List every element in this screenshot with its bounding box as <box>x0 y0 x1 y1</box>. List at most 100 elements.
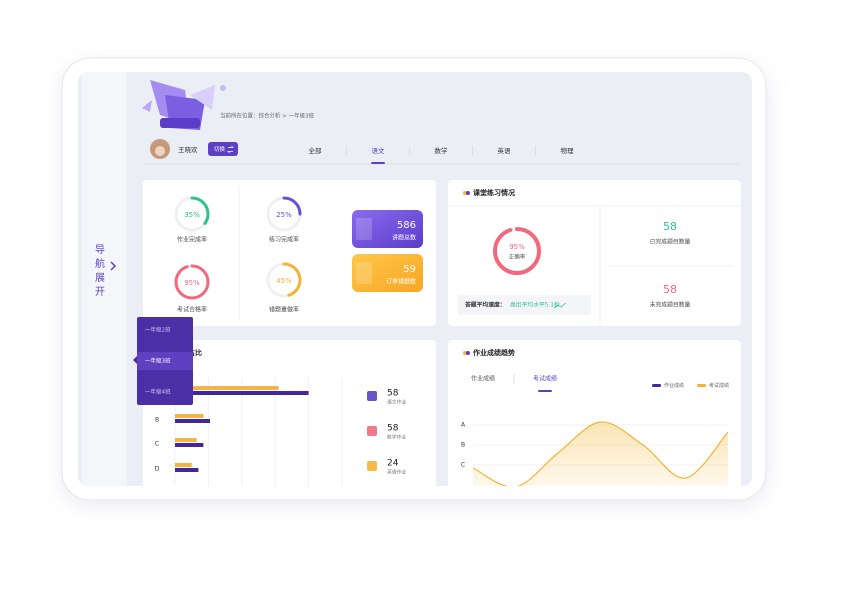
nav-label[interactable]: 导 <box>95 244 105 256</box>
speed-box <box>458 295 591 315</box>
tab-underline <box>371 162 385 164</box>
nav-label[interactable]: 展 <box>95 272 105 284</box>
nav-bar[interactable] <box>82 72 127 486</box>
bar <box>175 391 309 395</box>
legend-swatch <box>652 384 661 387</box>
summary-label: 数学作业 <box>387 434 406 441</box>
summary-value: 58 <box>387 424 399 434</box>
nav-label[interactable]: 开 <box>95 287 105 298</box>
menu-item[interactable]: 一年级3班 <box>145 357 171 365</box>
bar <box>175 414 204 418</box>
card-decor <box>356 262 372 284</box>
avatar-face <box>155 146 165 156</box>
card-label: 订单错题数 <box>386 278 416 286</box>
bar <box>175 386 279 390</box>
ring-arc <box>174 264 210 300</box>
tab[interactable]: 语文 <box>372 146 386 155</box>
bar <box>175 468 199 472</box>
ring-label: 练习完成率 <box>269 236 299 244</box>
ring-value: 45% <box>276 277 292 285</box>
stat-value: 58 <box>663 283 677 296</box>
bar <box>175 463 192 467</box>
title-dot <box>466 351 470 355</box>
ring-arc <box>266 262 302 298</box>
ring-value: 35% <box>184 211 200 219</box>
menu-highlight[interactable] <box>137 352 193 370</box>
y-tick-label: B <box>155 417 159 424</box>
menu-pointer <box>133 356 137 364</box>
tab[interactable]: 全部 <box>309 146 323 155</box>
ring-arc <box>493 227 541 275</box>
stat-value: 58 <box>663 220 677 233</box>
panel-title: 课堂练习情况 <box>473 188 515 197</box>
trend-arrow <box>553 302 567 309</box>
ratio-panel <box>143 340 436 486</box>
chart-tab[interactable]: 考试成绩 <box>533 375 557 383</box>
speed-label: 答题平均速度： <box>465 301 506 309</box>
summary-icon <box>367 461 377 471</box>
ring-value: 95% <box>184 279 200 287</box>
card-value: 586 <box>397 220 416 231</box>
y-tick-label: C <box>461 462 465 469</box>
y-tick-label: D <box>155 466 160 473</box>
tab[interactable]: 数学 <box>435 146 449 155</box>
legend-label: 作业成绩 <box>664 382 684 389</box>
y-tick-label: C <box>155 441 159 448</box>
stat-label: 未完成题目数量 <box>650 301 691 309</box>
breadcrumb: 当前所在位置：综合分析 > 一年级3班 <box>220 112 315 120</box>
overview-panel <box>143 180 436 326</box>
accuracy-value: 95% <box>509 243 525 251</box>
illustration <box>142 80 226 130</box>
card-label: 讲题总数 <box>392 234 416 242</box>
stat-card <box>352 210 423 248</box>
legend-swatch <box>697 384 706 387</box>
stat-card <box>352 254 423 292</box>
panel-title: 作业成绩趋势 <box>473 348 515 357</box>
summary-icon <box>367 391 377 401</box>
summary-label: 语文作业 <box>387 399 406 406</box>
switch-button[interactable] <box>208 142 238 156</box>
ring-label: 考试合格率 <box>177 306 207 314</box>
ring-label: 作业完成率 <box>177 236 207 244</box>
y-tick-label: A <box>461 422 466 429</box>
chart-tab[interactable]: 作业成绩 <box>471 375 495 383</box>
accuracy-label: 正确率 <box>509 253 526 261</box>
title-dot <box>466 191 470 195</box>
title-dot <box>463 351 467 355</box>
title-dot <box>463 191 467 195</box>
switch-icon <box>227 145 234 154</box>
summary-label: 英语作业 <box>387 469 406 476</box>
tab-underline <box>538 390 552 392</box>
tab[interactable]: 英语 <box>498 146 512 155</box>
nav-label[interactable]: 航 <box>95 257 105 270</box>
summary-value: 58 <box>387 389 399 399</box>
y-tick-label: B <box>461 442 465 449</box>
bar <box>175 419 211 423</box>
summary-icon <box>367 426 377 436</box>
ring-label: 错题重做率 <box>269 306 299 314</box>
card-decor <box>356 218 372 240</box>
switch-label[interactable]: 切换 <box>214 145 226 153</box>
summary-value: 24 <box>387 459 399 469</box>
user-name: 王晓欢 <box>178 145 198 154</box>
speed-text: 高出平均水平5.1秒 <box>510 301 560 309</box>
stat-label: 已完成题目数量 <box>650 238 691 246</box>
ring-arc <box>266 196 302 232</box>
trend-panel <box>448 340 741 486</box>
tab[interactable]: 物理 <box>561 146 575 155</box>
area <box>473 421 728 486</box>
practice-panel <box>448 180 741 326</box>
nav-arrow[interactable] <box>110 261 117 271</box>
menu-item[interactable]: 一年级4班 <box>145 388 171 396</box>
ring-arc <box>174 196 210 232</box>
bar <box>175 443 204 447</box>
line <box>472 421 729 486</box>
legend-label: 考试成绩 <box>709 382 729 389</box>
bar <box>175 438 197 442</box>
menu-item[interactable]: 一年级2班 <box>145 326 171 334</box>
ring-value: 25% <box>276 211 292 219</box>
card-value: 59 <box>403 264 416 275</box>
